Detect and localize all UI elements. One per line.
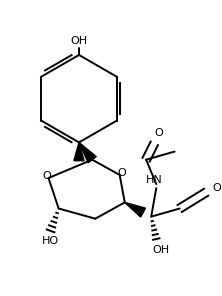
Text: HO: HO	[42, 236, 59, 246]
Text: O: O	[212, 183, 221, 193]
Text: O: O	[117, 168, 126, 178]
Polygon shape	[79, 142, 96, 163]
Polygon shape	[125, 202, 146, 217]
Text: OH: OH	[153, 245, 170, 255]
Text: O: O	[42, 171, 51, 181]
Text: O: O	[154, 128, 163, 138]
Text: OH: OH	[70, 36, 87, 46]
Text: HN: HN	[146, 175, 163, 185]
Polygon shape	[74, 142, 84, 161]
